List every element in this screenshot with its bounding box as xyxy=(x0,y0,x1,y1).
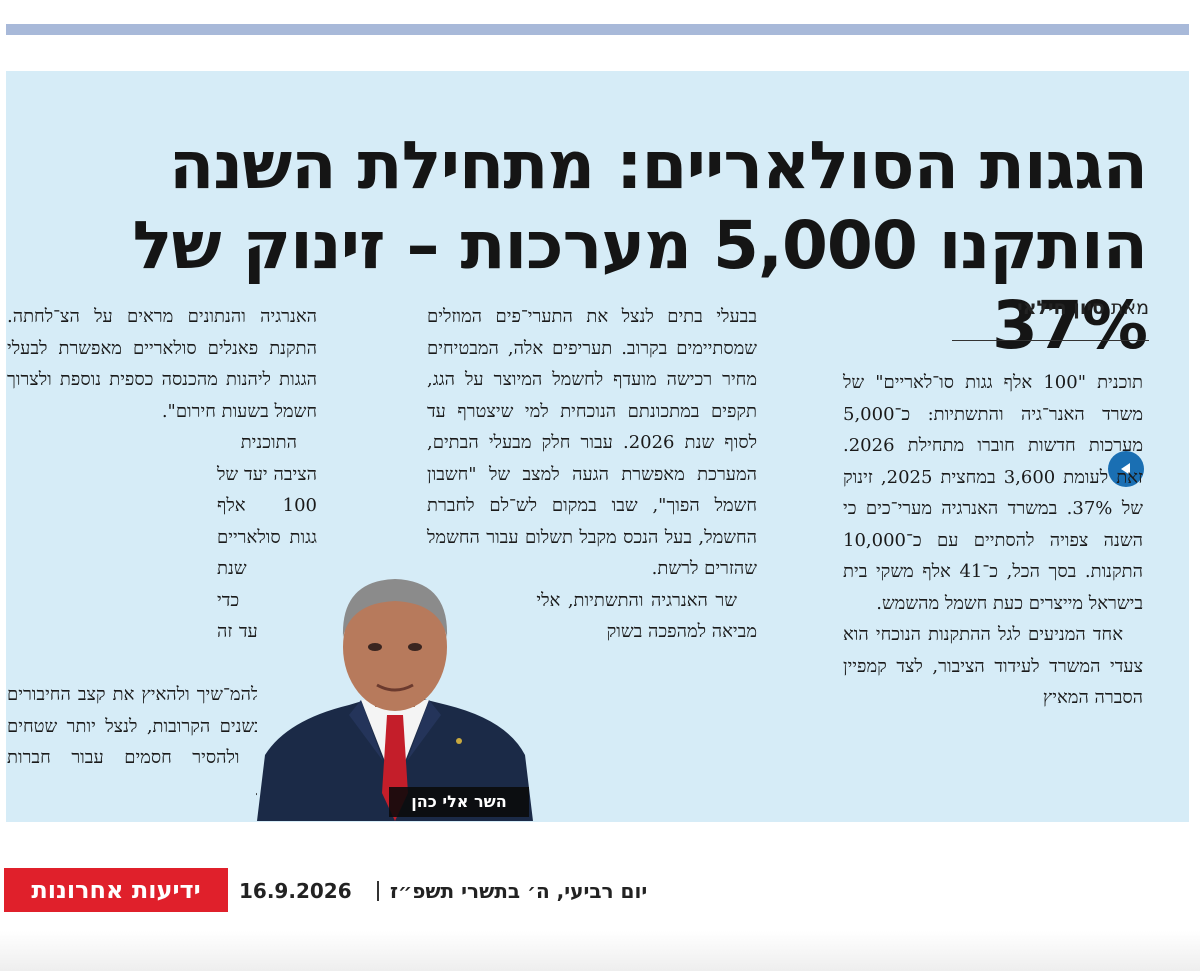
minister-photo: השר אלי כהן xyxy=(257,555,533,821)
byline-prefix: מאת xyxy=(1110,297,1149,319)
masthead-logo: ידיעות אחרונות xyxy=(4,868,228,912)
article-column-right: תוכנית "100 אלף גגות סו־לאריים" של משרד … xyxy=(843,367,1143,714)
paragraph: בבעלי בתים לנצל את התערי־פים המוזלים שמס… xyxy=(427,306,757,579)
page-bottom-shade xyxy=(0,931,1200,971)
hebrew-date: יום רביעי, ה׳ בתשרי תשפ״ז xyxy=(390,879,648,903)
photo-caption: השר אלי כהן xyxy=(389,787,529,817)
article-clip: הגגות הסולאריים: מתחילת השנה הותקנו 5,00… xyxy=(6,71,1189,822)
headline: הגגות הסולאריים: מתחילת השנה הותקנו 5,00… xyxy=(132,127,1148,364)
play-left-icon xyxy=(1121,463,1130,475)
top-accent-bar xyxy=(6,24,1189,35)
byline: מאת סיון חילאי xyxy=(949,297,1149,341)
paragraph: אחד המניעים לגל ההתקנות הנוכחי הוא צעדי … xyxy=(843,624,1143,708)
newspaper-footer: ידיעות אחרונות 16.9.2026 יום רביעי, ה׳ ב… xyxy=(0,868,1200,916)
portrait-image xyxy=(257,555,533,821)
play-button[interactable] xyxy=(1108,451,1144,487)
date-divider xyxy=(377,881,379,901)
issue-date: 16.9.2026 xyxy=(239,879,352,903)
paragraph: האנרגיה והנתונים מראים על הצ־לחתה. התקנת… xyxy=(7,306,317,422)
byline-rule xyxy=(952,340,1149,341)
byline-author: סיון חילאי xyxy=(1017,297,1105,319)
paragraph: תוכנית "100 אלף גגות סו־לאריים" של משרד … xyxy=(843,372,1143,614)
